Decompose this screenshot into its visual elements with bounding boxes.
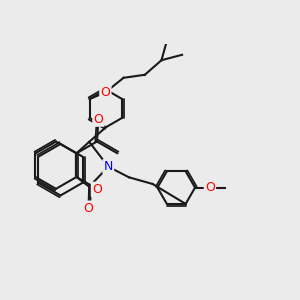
- Text: O: O: [205, 181, 215, 194]
- Text: O: O: [94, 112, 103, 126]
- Text: N: N: [103, 160, 113, 173]
- Text: O: O: [100, 86, 110, 99]
- Text: O: O: [84, 202, 94, 215]
- Text: O: O: [92, 183, 102, 196]
